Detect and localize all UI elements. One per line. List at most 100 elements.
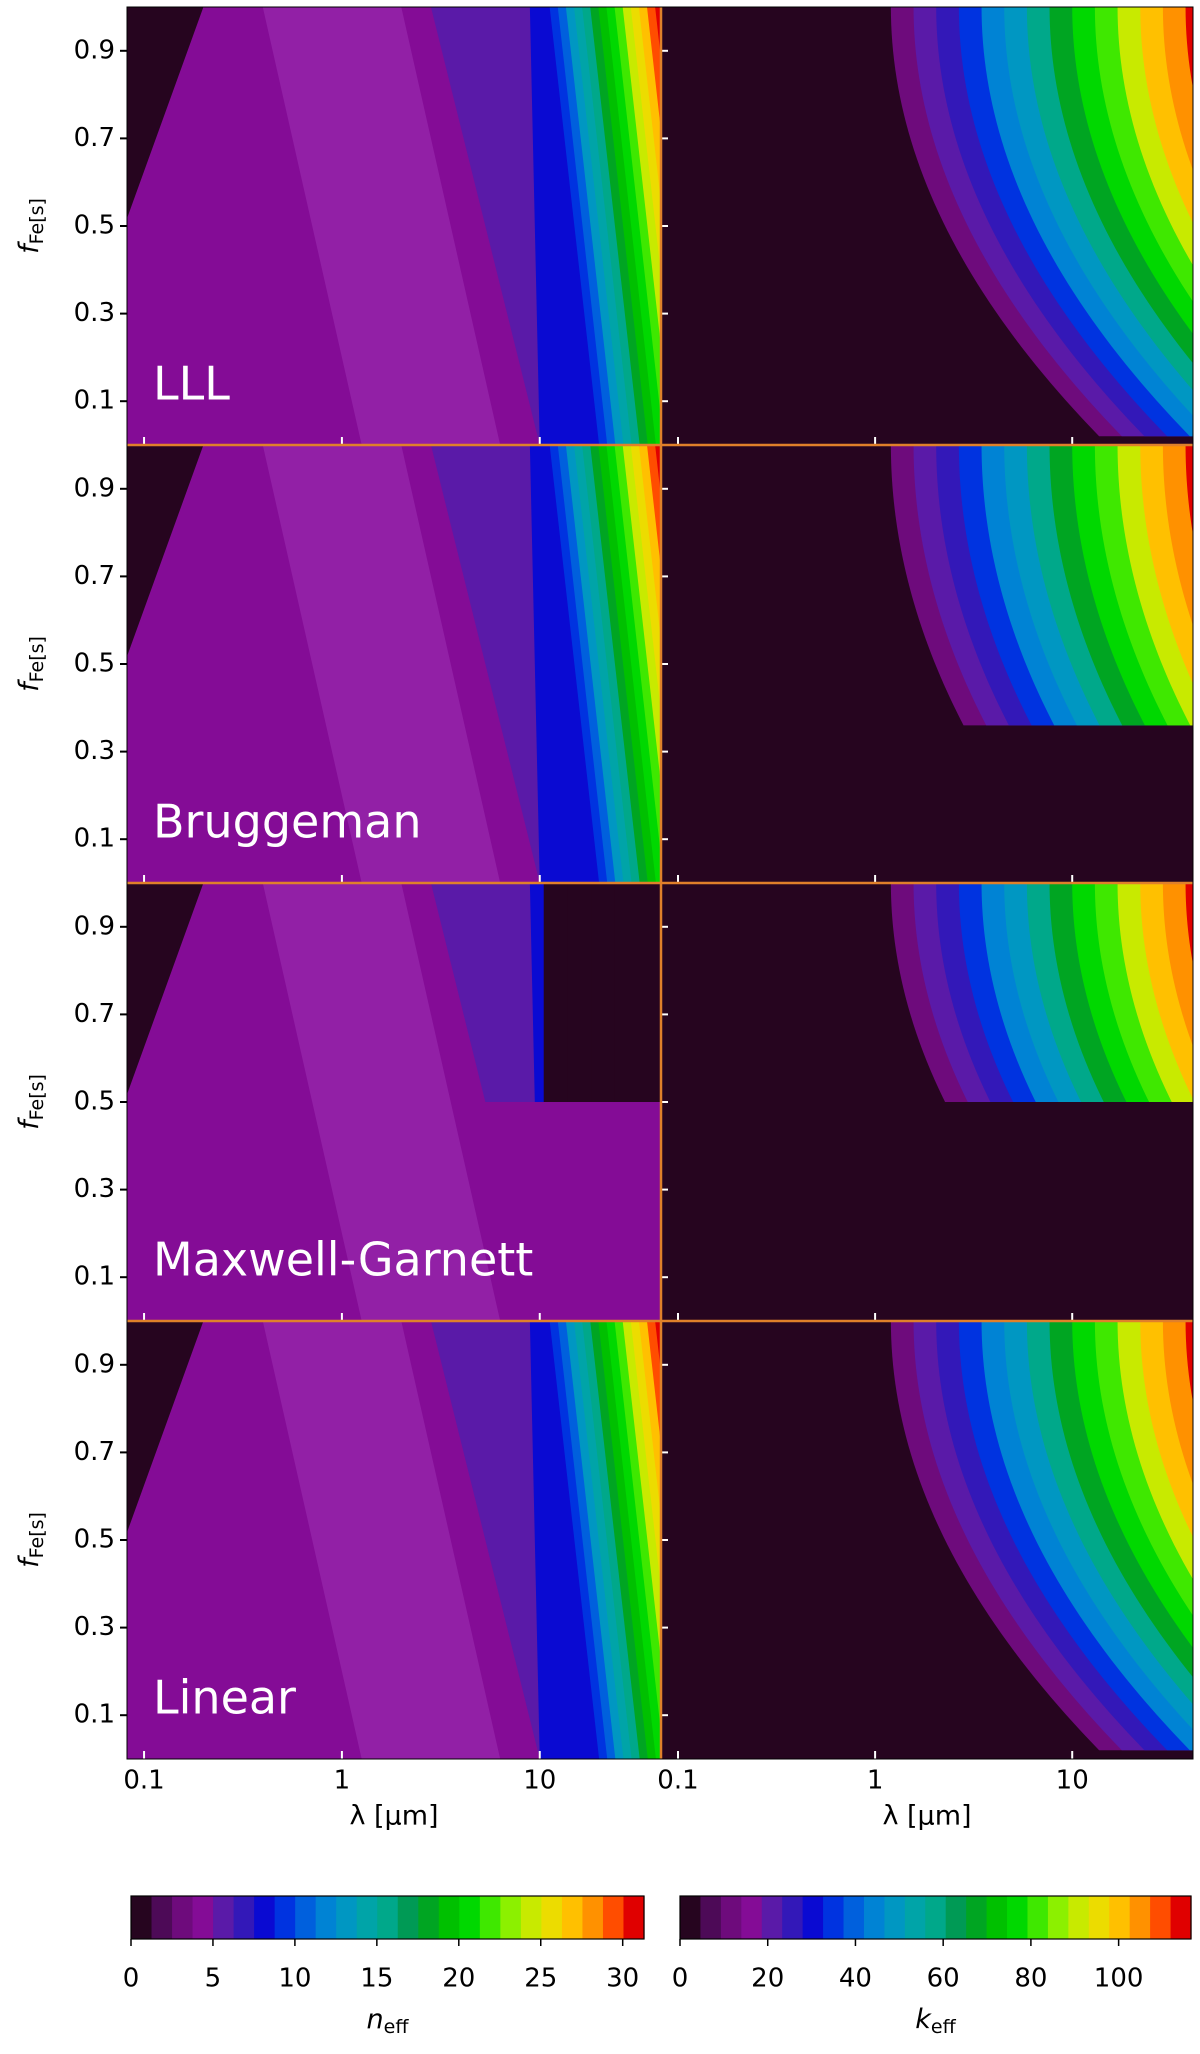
- contour-field: [661, 1321, 1193, 1759]
- colorbar-swatch: [1170, 1896, 1192, 1939]
- contour-region: [1162, 7, 1193, 171]
- y-tick-label: 0.1: [74, 824, 115, 854]
- colorbar-swatch: [925, 1896, 947, 1939]
- contour-region: [655, 1321, 661, 1374]
- colorbar-swatch: [623, 1896, 645, 1939]
- contour-field: [661, 7, 1193, 445]
- colorbar-swatch: [561, 1896, 584, 1939]
- colorbar-swatch: [377, 1896, 399, 1939]
- colorbar-swatch: [336, 1896, 358, 1939]
- colorbar-swatch: [295, 1896, 317, 1939]
- colorbar-swatch: [945, 1896, 967, 1939]
- y-label-subscript: Fe[s]: [26, 1074, 48, 1120]
- colorbar-swatch: [904, 1896, 926, 1939]
- y-axis-label: fFe[s]: [14, 1512, 48, 1568]
- colorbar-swatch: [213, 1896, 235, 1939]
- colorbar-tick-label: 25: [524, 1964, 557, 1994]
- colorbar-swatch: [1150, 1896, 1172, 1939]
- contour-field: [127, 7, 661, 445]
- contour-field: [661, 445, 1193, 883]
- contour-field: [127, 1321, 661, 1759]
- y-tick-label: 0.5: [74, 1525, 115, 1555]
- contour-region: [1185, 1321, 1193, 1403]
- contour-region: [1185, 7, 1193, 89]
- contour-region: [127, 1321, 204, 1533]
- colorbar-swatch: [520, 1896, 542, 1939]
- colorbar-swatch: [1007, 1896, 1029, 1939]
- contour-region: [1162, 445, 1193, 626]
- colorbar-swatch: [418, 1896, 440, 1939]
- y-tick-label: 0.9: [74, 473, 115, 503]
- y-tick-label: 0.1: [74, 386, 115, 416]
- colorbar-swatch: [782, 1896, 804, 1939]
- colorbar-tick-label: 0: [672, 1964, 689, 1994]
- colorbar-swatch: [741, 1896, 763, 1939]
- colorbar-swatch: [700, 1896, 722, 1939]
- contour-region: [655, 445, 661, 498]
- y-tick-label: 0.9: [74, 1349, 115, 1379]
- colorbar-swatch: [315, 1896, 337, 1939]
- colorbar-swatch: [254, 1896, 276, 1939]
- y-axis-label: fFe[s]: [14, 636, 48, 692]
- y-tick-label: 0.9: [74, 911, 115, 941]
- colorbar-swatch: [192, 1896, 214, 1939]
- colorbar-swatch: [1109, 1896, 1131, 1939]
- colorbar-label-subscript: eff: [384, 2016, 410, 2038]
- colorbar-tick-label: 40: [839, 1964, 872, 1994]
- contour-region: [1185, 445, 1193, 535]
- colorbar-label-subscript: eff: [931, 2016, 957, 2038]
- y-tick-label: 0.1: [74, 1262, 115, 1292]
- colorbar-swatch: [479, 1896, 501, 1939]
- colorbar-frame: [130, 1895, 645, 1940]
- y-tick-label: 0.5: [74, 1087, 115, 1117]
- colorbar-tick-label: 5: [205, 1964, 222, 1994]
- contour-field: [661, 883, 1193, 1321]
- contour-region: [646, 7, 661, 132]
- colorbar-swatch: [582, 1896, 604, 1939]
- colorbar-swatch: [131, 1896, 153, 1939]
- colorbar-swatch: [680, 1896, 702, 1939]
- colorbar-tick-label: 80: [1014, 1964, 1047, 1994]
- plot-frame: [126, 6, 1194, 1760]
- colorbar-swatch: [1027, 1896, 1049, 1939]
- y-tick-label: 0.1: [74, 1700, 115, 1730]
- colorbar-tick-label: 20: [442, 1964, 475, 1994]
- colorbar-tick-label: 20: [751, 1964, 784, 1994]
- colorbar-tick-label: 30: [606, 1964, 639, 1994]
- x-axis-label: λ [μm]: [349, 1801, 438, 1832]
- colorbar-swatch: [802, 1896, 824, 1939]
- colorbar-tick-label: 0: [123, 1964, 140, 1994]
- colorbar-label: neff: [367, 2004, 410, 2038]
- colorbar-swatch: [966, 1896, 988, 1939]
- contour-region: [1162, 883, 1193, 1047]
- colorbar-swatch: [843, 1896, 865, 1939]
- y-axis-label: fFe[s]: [14, 1074, 48, 1130]
- y-tick-label: 0.7: [74, 561, 115, 591]
- y-tick-label: 0.5: [74, 211, 115, 241]
- colorbar-swatch: [1129, 1896, 1151, 1939]
- colorbar-swatch: [274, 1896, 296, 1939]
- colorbar-swatch: [397, 1896, 419, 1939]
- panel-label: Linear: [153, 1671, 296, 1725]
- y-tick-label: 0.7: [74, 999, 115, 1029]
- colorbar-tick-label: 15: [360, 1964, 393, 1994]
- colorbar-swatch: [151, 1896, 173, 1939]
- x-axis-label: λ [μm]: [882, 1801, 971, 1832]
- colorbar-swatch: [823, 1896, 845, 1939]
- panel-label: Bruggeman: [153, 795, 421, 849]
- y-tick-label: 0.7: [74, 123, 115, 153]
- x-tick-label: 10: [523, 1766, 556, 1796]
- colorbar-swatch: [761, 1896, 783, 1939]
- contour-region: [1185, 883, 1193, 965]
- colorbar-swatch: [602, 1896, 625, 1939]
- y-tick-label: 0.3: [74, 736, 115, 766]
- contour-region: [127, 445, 204, 657]
- x-tick-label: 0.1: [657, 1766, 698, 1796]
- y-axis-label: fFe[s]: [14, 198, 48, 254]
- colorbar-swatch: [356, 1896, 378, 1939]
- colorbar-tick-label: 100: [1094, 1964, 1144, 1994]
- colorbar-swatch: [986, 1896, 1008, 1939]
- colorbar-label-symbol: k: [915, 2004, 932, 2035]
- colorbar-swatch: [233, 1896, 255, 1939]
